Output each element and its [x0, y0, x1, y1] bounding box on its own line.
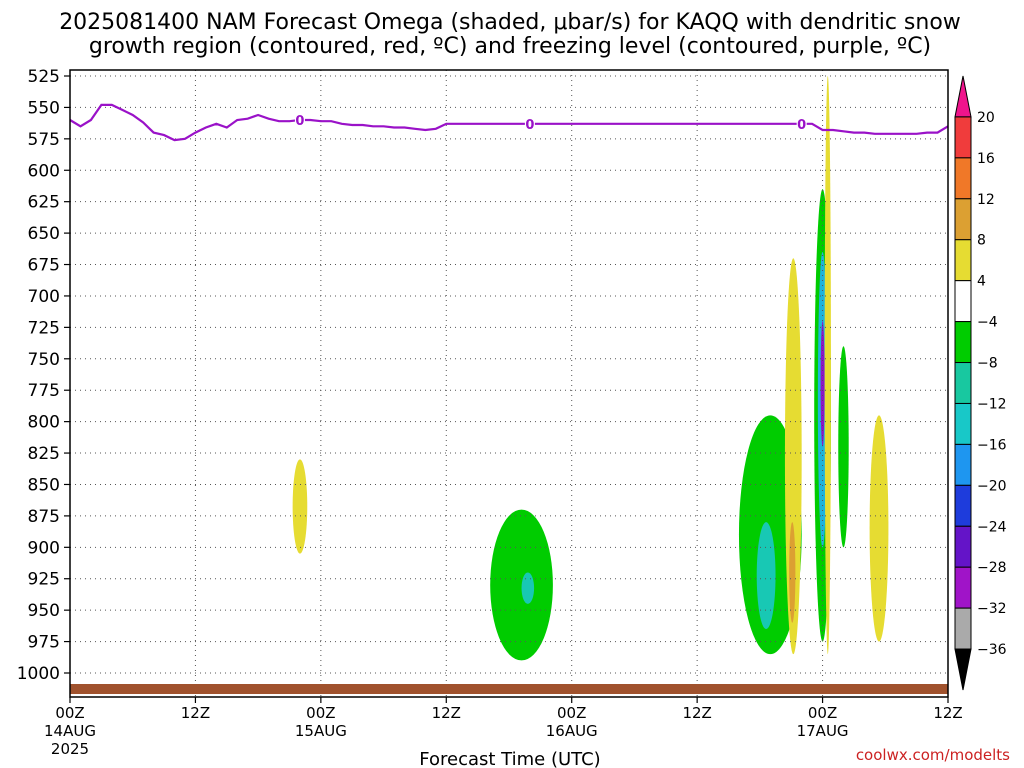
colorbar-swatch-7 — [954, 362, 972, 404]
colorbar-label-4: 4 — [977, 274, 986, 290]
colorbar-swatch-9 — [954, 443, 972, 486]
terrain-band — [70, 684, 948, 694]
y-tick-label-650: 650 — [28, 224, 60, 244]
y-tick-label-950: 950 — [28, 601, 60, 621]
x-tick-date-24: 15AUG — [295, 722, 347, 740]
y-tick-label-800: 800 — [28, 413, 60, 433]
y-tick-label-575: 575 — [28, 130, 60, 150]
colorbar-label-10: −24 — [977, 519, 1007, 535]
y-tick-label-825: 825 — [28, 444, 60, 464]
omega-feature-green-blob-4 — [838, 346, 849, 548]
y-tick-label-550: 550 — [28, 98, 60, 118]
colorbar-swatch-8 — [954, 402, 972, 445]
colorbar-label-11: −28 — [977, 560, 1007, 576]
omega-feature-teal-core-2 — [756, 522, 776, 630]
colorbar-label-13: −36 — [977, 642, 1007, 658]
x-tick-label-60: 12Z — [682, 704, 711, 722]
x-tick-label-48: 00Z — [557, 704, 586, 722]
colorbar-swatch-12 — [954, 566, 972, 609]
y-tick-label-675: 675 — [28, 256, 60, 276]
y-tick-label-900: 900 — [28, 538, 60, 558]
freezing-label-bg-0 — [294, 111, 305, 128]
y-tick-label-775: 775 — [28, 381, 60, 401]
colorbar-swatch-5 — [954, 280, 972, 323]
omega-feature-yellow-blob-1 — [292, 459, 308, 554]
omega-feature-yellow-blob-3 — [869, 415, 889, 642]
freezing-level-label-0: 0 — [295, 114, 304, 129]
x-axis-label: Forecast Time (UTC) — [419, 749, 600, 768]
y-tick-label-600: 600 — [28, 161, 60, 181]
chart-title-line2: growth region (contoured, red, ºC) and f… — [89, 34, 931, 59]
colorbar-swatch-10 — [954, 484, 972, 527]
freezing-level-label-2: 0 — [797, 118, 806, 133]
colorbar-swatch-3 — [954, 198, 972, 241]
freezing-label-bg-1 — [524, 115, 535, 132]
colorbar-swatch-top — [954, 75, 972, 118]
colorbar-swatch-1 — [954, 116, 972, 159]
x-tick-label-72: 00Z — [808, 704, 837, 722]
x-tick-year-0: 2025 — [51, 740, 89, 758]
omega-feature-purple-core-3 — [820, 321, 825, 447]
colorbar-label-0: 20 — [977, 110, 995, 126]
colorbar-swatch-13 — [954, 607, 972, 650]
y-tick-label-725: 725 — [28, 318, 60, 338]
plot-area: 0 0 0 525 550 575 600 625 650 675 700 725 750 775 800 8… — [17, 67, 1007, 758]
x-tick-date-48: 16AUG — [546, 722, 598, 740]
freezing-label-bg-2 — [796, 115, 807, 132]
colorbar-swatch-bottom — [954, 648, 972, 691]
colorbar-label-5: −4 — [977, 315, 998, 331]
omega-feature-yellow-spike-2 — [824, 76, 831, 655]
colorbar-swatch-6 — [954, 321, 972, 364]
y-tick-label-850: 850 — [28, 475, 60, 495]
y-tick-label-625: 625 — [28, 193, 60, 213]
colorbar-label-2: 12 — [977, 192, 995, 208]
freezing-level-label-1: 0 — [525, 118, 534, 133]
y-tick-label-975: 975 — [28, 633, 60, 653]
x-tick-label-12: 12Z — [181, 704, 210, 722]
colorbar-swatch-2 — [954, 157, 972, 200]
plot-frame — [69, 69, 949, 698]
colorbar-label-7: −12 — [977, 396, 1007, 412]
colorbar-label-1: 16 — [977, 151, 995, 167]
y-tick-label-750: 750 — [28, 350, 60, 370]
y-tick-label-700: 700 — [28, 287, 60, 307]
x-tick-label-0: 00Z — [55, 704, 84, 722]
y-tick-label-1000: 1000 — [17, 664, 60, 684]
x-tick-label-84: 12Z — [933, 704, 962, 722]
omega-feature-green-blob-1 — [490, 509, 553, 661]
x-tick-date-0: 14AUG — [44, 722, 96, 740]
y-tick-label-525: 525 — [28, 67, 60, 87]
omega-feature-orange-core-1 — [789, 522, 796, 623]
colorbar-label-6: −8 — [977, 356, 998, 372]
x-tick-label-36: 12Z — [432, 704, 461, 722]
colorbar-label-12: −32 — [977, 601, 1007, 617]
credit-label: coolwx.com/modelts — [856, 746, 1010, 764]
omega-feature-yellow-plume-1 — [784, 258, 802, 655]
x-tick-label-24: 00Z — [306, 704, 335, 722]
x-tick-date-72: 17AUG — [797, 722, 849, 740]
omega-feature-teal-spot-1 — [521, 572, 535, 604]
colorbar-swatch-4 — [954, 239, 972, 282]
y-tick-label-925: 925 — [28, 570, 60, 590]
colorbar-swatch-11 — [954, 525, 972, 568]
y-tick-label-875: 875 — [28, 507, 60, 527]
colorbar-label-3: 8 — [977, 233, 986, 249]
chart-title-line1: 2025081400 NAM Forecast Omega (shaded, μ… — [59, 10, 961, 35]
colorbar-label-9: −20 — [977, 478, 1007, 494]
colorbar-label-8: −16 — [977, 437, 1007, 453]
